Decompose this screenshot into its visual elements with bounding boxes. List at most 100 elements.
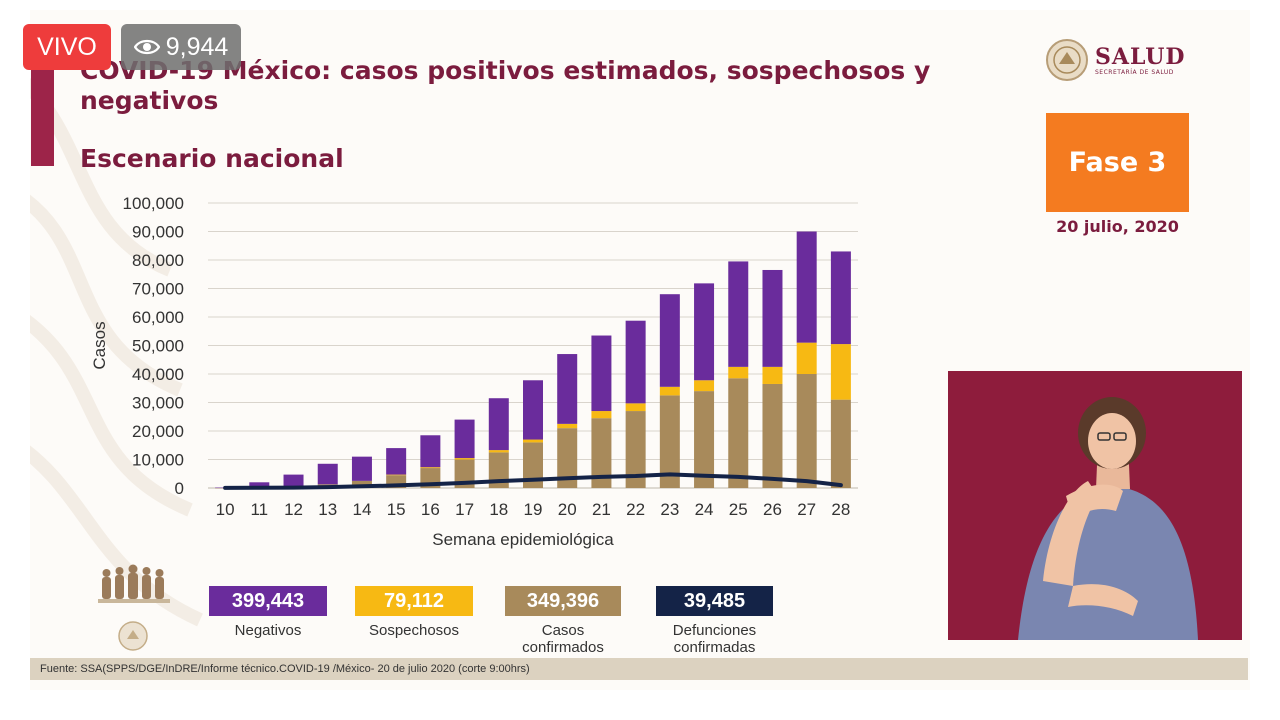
x-tick-label: 26: [763, 500, 782, 519]
bar-negativos: [351, 456, 372, 481]
eagle-seal-icon: [1046, 39, 1088, 81]
line-defunciones: [223, 472, 843, 490]
x-tick-label: 28: [831, 500, 850, 519]
x-tick-label: 16: [421, 500, 440, 519]
bar-casos-confirmados: [625, 411, 646, 488]
bar-negativos: [420, 435, 441, 468]
bar-negativos: [762, 269, 783, 367]
bar-casos-confirmados: [728, 378, 749, 488]
y-tick-label: 80,000: [132, 251, 184, 270]
legend-label: Negativos: [234, 622, 302, 639]
legend-value: 349,396: [505, 586, 621, 616]
bar-casos-confirmados: [762, 383, 783, 488]
x-tick-label: 13: [318, 500, 337, 519]
y-tick-label: 90,000: [132, 223, 184, 242]
legend-value: 79,112: [355, 586, 473, 616]
y-tick-label: 20,000: [132, 422, 184, 441]
y-tick-label: 100,000: [123, 194, 184, 213]
x-tick-label: 11: [250, 500, 268, 519]
interpreter-figure-icon: [948, 371, 1242, 640]
legend-item: 79,112 Sospechosos: [355, 586, 473, 639]
bar-negativos: [830, 251, 851, 345]
bar-sospechosos: [830, 344, 851, 400]
bar-sospechosos: [420, 467, 441, 469]
x-tick-label: 15: [387, 500, 406, 519]
x-tick-label: 25: [729, 500, 748, 519]
bar-sospechosos: [557, 423, 578, 429]
heroes-emblem-icon: [98, 564, 170, 603]
x-tick-label: 24: [695, 500, 714, 519]
bar-sospechosos: [523, 439, 543, 443]
bar-casos-confirmados: [659, 395, 680, 488]
legend-label: Casos confirmados: [522, 622, 604, 656]
x-tick-label: 23: [660, 500, 679, 519]
bar-negativos: [488, 398, 509, 451]
bar-sospechosos: [762, 366, 783, 384]
bar-casos-confirmados: [591, 418, 612, 488]
bar-sospechosos: [386, 474, 407, 476]
live-badge: VIVO: [23, 24, 111, 70]
x-tick-label: 18: [489, 500, 508, 519]
salud-logo: SALUD SECRETARÍA DE SALUD: [1045, 38, 1186, 82]
bar-negativos: [796, 231, 817, 343]
x-tick-label: 20: [558, 500, 577, 519]
source-text: Fuente: SSA(SPPS/DGE/InDRE/Informe técni…: [40, 663, 530, 675]
bar-sospechosos: [796, 342, 817, 374]
x-tick-label: 19: [524, 500, 543, 519]
y-tick-label: 70,000: [132, 280, 184, 299]
x-tick-label: 22: [626, 500, 645, 519]
report-date: 20 julio, 2020: [1056, 217, 1179, 236]
bar-sospechosos: [591, 411, 612, 419]
y-axis-label: Casos: [90, 321, 109, 369]
legend-item: 349,396 Casos confirmados: [505, 586, 621, 656]
logo-subtext: SECRETARÍA DE SALUD: [1095, 68, 1174, 76]
bar-casos-confirmados: [694, 391, 715, 488]
x-tick-label: 14: [352, 500, 371, 519]
legend-value: 39,485: [656, 586, 773, 616]
bar-negativos: [454, 419, 475, 459]
viewer-count-value: 9,944: [165, 32, 229, 61]
legend-label: Sospechosos: [368, 622, 460, 639]
bar-negativos: [591, 335, 612, 412]
bar-negativos: [317, 463, 338, 485]
logo-text: SALUD: [1095, 43, 1186, 70]
bar-negativos: [625, 320, 646, 404]
slide-subtitle: Escenario nacional: [80, 144, 344, 173]
x-tick-label: 27: [797, 500, 816, 519]
y-tick-label: 60,000: [132, 308, 184, 327]
x-tick-label: 17: [455, 500, 474, 519]
bar-negativos: [659, 294, 680, 387]
bar-negativos: [728, 261, 749, 367]
y-tick-label: 0: [175, 479, 184, 498]
bar-sospechosos: [454, 458, 475, 460]
slide-title: COVID-19 México: casos positivos estimad…: [80, 56, 931, 115]
bar-negativos: [557, 354, 578, 424]
y-tick-label: 30,000: [132, 394, 184, 413]
sign-language-interpreter-video: [948, 371, 1242, 640]
bar-casos-confirmados: [796, 374, 817, 488]
source-footer: Fuente: SSA(SPPS/DGE/InDRE/Informe técni…: [30, 658, 1248, 680]
bar-casos-confirmados: [830, 399, 851, 488]
legend-label: Defunciones confirmadas: [672, 622, 757, 656]
y-tick-label: 10,000: [132, 451, 184, 470]
x-tick-label: 21: [592, 500, 611, 519]
y-tick-label: 50,000: [132, 337, 184, 356]
bar-sospechosos: [659, 386, 680, 396]
legend-item: 399,443 Negativos: [209, 586, 327, 639]
small-seal-icon: [118, 621, 148, 651]
bar-sospechosos: [728, 366, 749, 379]
viewer-count: 9,944: [121, 24, 241, 70]
bar-negativos: [694, 283, 715, 381]
title-accent-bar: [31, 68, 54, 166]
x-tick-label: 10: [216, 500, 235, 519]
bar-sospechosos: [625, 403, 646, 412]
bar-sospechosos: [694, 380, 715, 392]
bar-casos-confirmados: [523, 442, 543, 488]
bar-sospechosos: [488, 450, 509, 453]
phase-badge: Fase 3: [1046, 113, 1189, 212]
legend-item: 39,485 Defunciones confirmadas: [656, 586, 773, 656]
legend-value: 399,443: [209, 586, 327, 616]
x-axis-label: Semana epidemiológica: [432, 530, 614, 549]
bar-negativos: [386, 448, 407, 475]
